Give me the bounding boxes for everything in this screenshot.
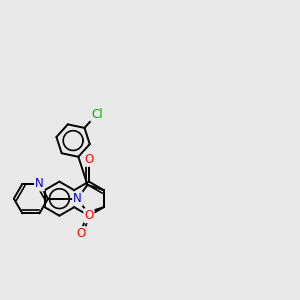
Text: O: O — [84, 153, 94, 166]
Text: O: O — [76, 227, 85, 240]
Text: N: N — [35, 177, 44, 190]
Text: N: N — [73, 192, 82, 205]
Text: O: O — [84, 209, 94, 222]
Text: Cl: Cl — [91, 108, 103, 121]
